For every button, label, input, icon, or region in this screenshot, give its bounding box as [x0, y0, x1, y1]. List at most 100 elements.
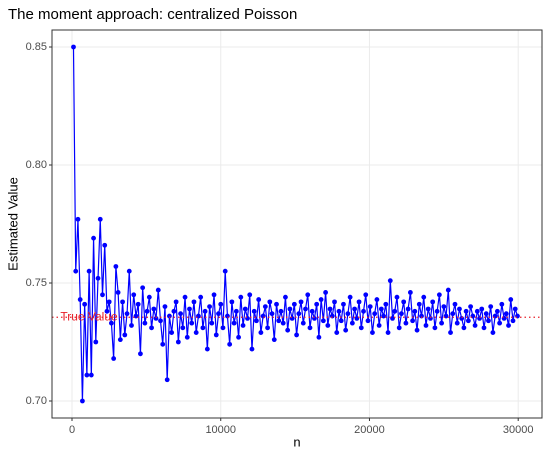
data-point — [461, 325, 467, 331]
chart-title: The moment approach: centralized Poisson — [8, 6, 297, 23]
data-point — [488, 304, 494, 310]
data-point — [200, 325, 206, 331]
data-point — [445, 287, 451, 293]
data-point — [271, 337, 277, 343]
data-point — [100, 292, 105, 298]
data-point — [463, 308, 469, 314]
data-point — [494, 308, 500, 314]
data-point — [303, 306, 308, 312]
data-point — [133, 313, 139, 319]
data-point — [309, 308, 315, 314]
data-point — [80, 398, 85, 404]
data-point — [146, 294, 152, 300]
data-point — [238, 294, 244, 300]
data-point — [211, 292, 217, 298]
data-point — [392, 308, 398, 314]
data-point — [167, 313, 172, 319]
data-point — [131, 292, 137, 298]
data-point — [481, 325, 487, 331]
data-point — [191, 299, 197, 305]
data-point — [497, 320, 503, 326]
data-point — [193, 330, 199, 335]
data-point — [428, 316, 433, 321]
panel — [52, 30, 542, 418]
data-point — [142, 320, 148, 326]
data-point — [91, 235, 96, 241]
data-point — [490, 330, 496, 335]
data-point — [113, 264, 119, 269]
data-point — [318, 297, 324, 302]
data-point — [251, 308, 257, 314]
data-point — [247, 292, 253, 298]
data-point — [104, 308, 110, 314]
y-tick-label: 0.70 — [26, 395, 47, 407]
data-point — [276, 318, 282, 324]
data-point — [381, 313, 386, 319]
data-point — [182, 294, 188, 300]
data-point — [117, 337, 123, 343]
data-point — [307, 325, 313, 331]
data-point — [396, 325, 402, 331]
data-point — [111, 356, 117, 361]
y-tick-label: 0.80 — [26, 159, 47, 171]
data-point — [356, 299, 362, 305]
data-point — [383, 301, 389, 307]
data-point — [155, 287, 161, 293]
y-tick-label: 0.85 — [26, 41, 47, 53]
data-point — [267, 299, 273, 305]
data-point — [465, 318, 471, 324]
data-point — [106, 299, 112, 305]
data-point — [394, 294, 400, 300]
data-point — [187, 306, 192, 312]
data-point — [209, 320, 215, 326]
y-axis-title: Estimated Value — [5, 177, 20, 271]
x-tick-label: 30000 — [503, 424, 534, 436]
data-point — [316, 334, 322, 340]
data-point — [300, 320, 306, 326]
data-point — [452, 301, 458, 307]
data-point — [399, 311, 404, 317]
data-point — [365, 318, 371, 324]
data-point — [499, 301, 505, 307]
data-point — [387, 278, 393, 284]
data-point — [283, 294, 288, 300]
data-point — [425, 306, 431, 312]
data-point — [178, 311, 183, 317]
data-point — [256, 297, 262, 302]
x-tick-label: 10000 — [205, 424, 236, 436]
data-point — [173, 299, 179, 305]
data-point — [298, 299, 304, 305]
data-point — [115, 290, 121, 295]
data-point — [204, 346, 210, 352]
data-point — [97, 216, 103, 222]
data-point — [140, 285, 146, 291]
data-point — [421, 294, 427, 300]
x-tick-label: 20000 — [354, 424, 385, 436]
data-point — [109, 320, 114, 326]
data-point — [120, 299, 125, 305]
data-point — [454, 320, 460, 326]
data-point — [175, 339, 181, 345]
data-point — [479, 306, 485, 312]
data-point — [296, 311, 302, 317]
data-point — [278, 308, 284, 314]
data-point — [457, 306, 462, 312]
data-point — [432, 325, 438, 331]
data-point — [222, 268, 228, 274]
data-point — [305, 292, 311, 298]
data-point — [225, 313, 230, 319]
data-point — [102, 242, 108, 248]
data-point — [416, 301, 422, 307]
data-point — [367, 304, 373, 310]
data-point — [503, 311, 509, 317]
data-point — [372, 311, 378, 317]
data-point — [378, 306, 384, 312]
data-point — [325, 323, 331, 328]
data-point — [93, 339, 99, 345]
data-point — [436, 292, 442, 298]
data-point — [327, 306, 333, 312]
data-point — [231, 320, 237, 326]
data-point — [269, 311, 275, 317]
data-point — [345, 311, 351, 317]
data-point — [184, 334, 190, 340]
